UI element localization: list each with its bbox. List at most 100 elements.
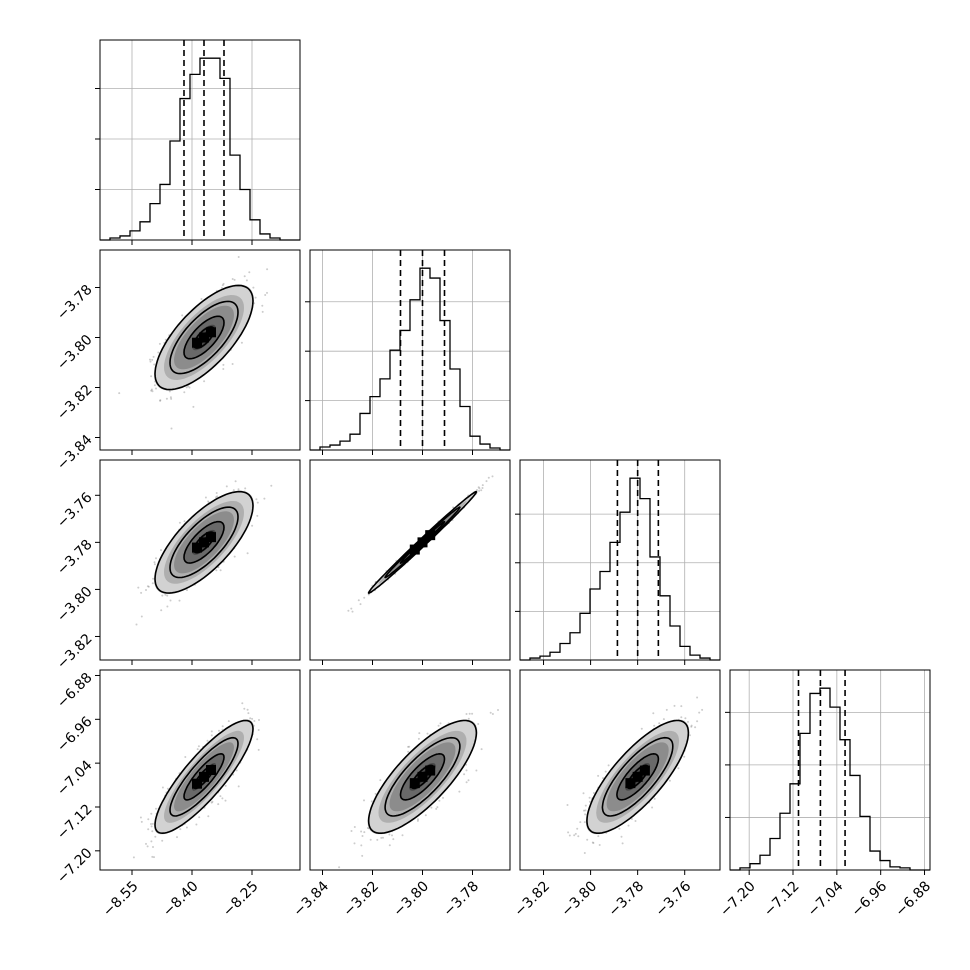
sample-point [255, 498, 258, 501]
sample-point [485, 480, 488, 483]
density-peak [199, 332, 209, 343]
sample-point [215, 492, 218, 494]
sample-point [216, 495, 219, 498]
density-peak [192, 337, 202, 348]
sample-point [185, 826, 188, 829]
density-peak [192, 778, 202, 789]
sample-point [436, 806, 439, 809]
sample-point [376, 838, 379, 841]
sample-point [245, 279, 248, 282]
sample-point [206, 739, 209, 742]
sample-point [246, 552, 249, 555]
sample-point [151, 390, 154, 393]
density-panel-3-0 [95, 669, 301, 875]
sample-point [150, 825, 153, 828]
sample-point [232, 489, 235, 492]
sample-point [442, 796, 444, 799]
histogram-step-1 [310, 267, 510, 451]
sample-point [187, 385, 190, 388]
sample-point [151, 855, 154, 858]
sample-point [437, 724, 440, 727]
sample-point [166, 787, 169, 790]
sample-point [266, 268, 269, 271]
sample-point [153, 384, 156, 387]
density-panel-2-0 [95, 459, 301, 665]
contour-line [154, 284, 254, 391]
sample-point [417, 818, 419, 821]
sample-point [161, 786, 164, 789]
sample-point [424, 814, 427, 817]
sample-point [170, 397, 173, 400]
sample-point [192, 405, 195, 408]
panel-frame [309, 669, 511, 871]
contour-line [384, 506, 461, 579]
sample-point [680, 716, 683, 719]
sample-point [186, 589, 188, 592]
sample-point [471, 712, 474, 715]
sample-point [366, 827, 369, 829]
sample-point [168, 390, 171, 393]
sample-point [149, 358, 151, 361]
sample-point [361, 854, 364, 857]
sample-point [363, 799, 365, 802]
histogram-step-2 [520, 477, 720, 661]
sample-point [150, 812, 153, 815]
sample-point [598, 844, 601, 846]
sample-point [379, 779, 382, 782]
sample-point [150, 389, 153, 392]
sample-point [155, 557, 157, 560]
sample-point [145, 589, 147, 591]
sample-point [217, 803, 220, 806]
sample-point [266, 291, 268, 294]
panel-frame [309, 249, 511, 451]
sample-point [475, 769, 478, 772]
sample-point [264, 294, 267, 296]
sample-point [170, 427, 173, 430]
sample-point [369, 838, 372, 841]
sample-point [215, 569, 218, 572]
sample-point [166, 605, 169, 608]
histogram-panel-0 [95, 39, 301, 245]
sample-point [150, 375, 153, 378]
density-panel-3-2 [519, 669, 721, 875]
sample-point [353, 842, 356, 845]
sample-point [135, 623, 138, 626]
sample-point [248, 271, 251, 274]
contour-line [183, 752, 225, 801]
sample-point [463, 773, 466, 776]
sample-point [196, 748, 199, 751]
sample-point [185, 386, 188, 389]
sample-point [573, 834, 576, 837]
sample-point [247, 712, 250, 715]
sample-point [353, 826, 356, 828]
contour-line [154, 490, 254, 594]
sample-point [233, 278, 236, 281]
sample-point [165, 397, 168, 400]
sample-point [240, 341, 243, 344]
density-peak [199, 771, 209, 782]
density-area [132, 702, 260, 859]
density-peak [192, 542, 202, 553]
sample-point [237, 256, 240, 258]
sample-point [204, 496, 207, 499]
sample-point [151, 582, 154, 585]
sample-point [164, 593, 167, 596]
sample-point [219, 795, 222, 798]
density-panel-3-1 [309, 669, 511, 875]
sample-point [359, 603, 362, 606]
sample-point [388, 833, 391, 836]
sample-point [160, 549, 162, 552]
contour-line [169, 736, 239, 817]
sample-point [147, 828, 150, 831]
sample-point [673, 704, 676, 707]
contour-line [384, 736, 461, 817]
sample-point [244, 487, 247, 490]
sample-point [263, 497, 266, 500]
sample-point [150, 840, 153, 843]
sample-point [161, 594, 164, 597]
sample-point [382, 836, 384, 839]
sample-point [237, 785, 240, 788]
sample-point [261, 310, 264, 313]
density-peak [206, 532, 216, 543]
density-peak [409, 778, 420, 789]
